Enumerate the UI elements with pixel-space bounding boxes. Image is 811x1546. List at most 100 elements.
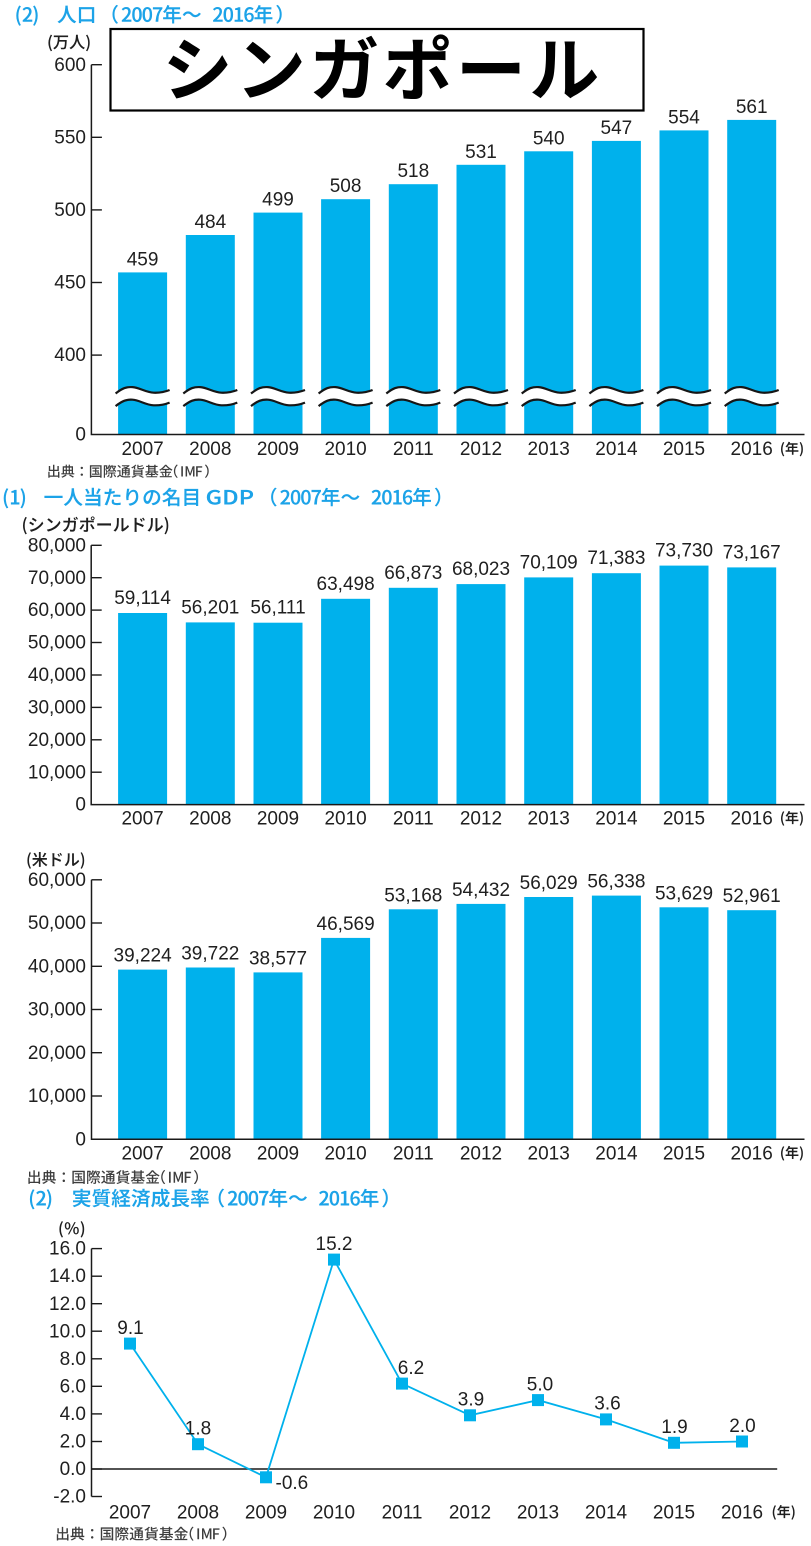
svg-text:73,730: 73,730 — [655, 541, 713, 562]
svg-text:1.9: 1.9 — [661, 1417, 687, 1438]
svg-text:10,000: 10,000 — [28, 1086, 86, 1107]
svg-text:12.0: 12.0 — [49, 1294, 86, 1315]
svg-text:15.2: 15.2 — [316, 1234, 353, 1255]
svg-text:2010: 2010 — [324, 439, 366, 460]
svg-text:540: 540 — [533, 128, 565, 149]
svg-text:2015: 2015 — [663, 809, 705, 830]
svg-text:4.0: 4.0 — [60, 1404, 86, 1425]
svg-text:2011: 2011 — [393, 1143, 434, 1164]
svg-text:60,000: 60,000 — [28, 870, 86, 891]
svg-text:66,873: 66,873 — [384, 563, 442, 584]
svg-text:70,109: 70,109 — [520, 552, 578, 573]
svg-text:3.9: 3.9 — [458, 1390, 484, 1411]
svg-text:2008: 2008 — [177, 1503, 219, 1524]
svg-text:531: 531 — [465, 142, 497, 163]
svg-text:3.6: 3.6 — [594, 1394, 620, 1415]
svg-text:459: 459 — [127, 249, 159, 270]
svg-text:2015: 2015 — [653, 1503, 695, 1524]
svg-text:2012: 2012 — [449, 1503, 491, 1524]
svg-text:2012: 2012 — [460, 809, 502, 830]
svg-text:2010: 2010 — [313, 1503, 355, 1524]
svg-text:2009: 2009 — [257, 439, 299, 460]
svg-text:2011: 2011 — [382, 1503, 423, 1524]
svg-text:484: 484 — [194, 212, 226, 233]
svg-text:561: 561 — [736, 97, 768, 118]
svg-text:68,023: 68,023 — [452, 559, 510, 580]
svg-text:2015: 2015 — [663, 439, 705, 460]
svg-text:60,000: 60,000 — [28, 600, 86, 621]
svg-text:2007: 2007 — [121, 439, 163, 460]
svg-text:2014: 2014 — [585, 1503, 628, 1524]
svg-text:63,498: 63,498 — [317, 574, 375, 595]
svg-text:2014: 2014 — [595, 439, 638, 460]
svg-text:0: 0 — [75, 425, 86, 446]
svg-text:0: 0 — [75, 1129, 86, 1150]
svg-text:53,629: 53,629 — [655, 883, 713, 904]
svg-text:2012: 2012 — [460, 1143, 502, 1164]
svg-text:400: 400 — [54, 345, 86, 366]
svg-text:9.1: 9.1 — [117, 1318, 143, 1339]
svg-text:2008: 2008 — [189, 809, 231, 830]
svg-text:2009: 2009 — [245, 1503, 287, 1524]
svg-text:499: 499 — [262, 190, 294, 211]
svg-text:2014: 2014 — [595, 809, 638, 830]
svg-text:2016: 2016 — [731, 1143, 773, 1164]
svg-text:14.0: 14.0 — [49, 1266, 86, 1287]
svg-text:59,114: 59,114 — [114, 588, 171, 609]
svg-text:0: 0 — [75, 795, 86, 816]
svg-text:450: 450 — [54, 273, 86, 294]
svg-text:2011: 2011 — [393, 439, 434, 460]
svg-text:20,000: 20,000 — [28, 1043, 86, 1064]
svg-text:39,224: 39,224 — [114, 946, 173, 967]
svg-text:2014: 2014 — [595, 1143, 638, 1164]
svg-text:16.0: 16.0 — [49, 1239, 86, 1260]
svg-text:2007: 2007 — [121, 1143, 163, 1164]
svg-text:53,168: 53,168 — [384, 885, 442, 906]
svg-text:10,000: 10,000 — [28, 762, 86, 783]
svg-text:2015: 2015 — [663, 1143, 705, 1164]
svg-text:2009: 2009 — [257, 1143, 299, 1164]
svg-text:70,000: 70,000 — [28, 568, 86, 589]
svg-text:80,000: 80,000 — [28, 535, 86, 556]
svg-text:2013: 2013 — [528, 1143, 570, 1164]
svg-text:30,000: 30,000 — [28, 698, 86, 719]
svg-text:2008: 2008 — [189, 439, 231, 460]
svg-text:2007: 2007 — [109, 1503, 151, 1524]
svg-text:2016: 2016 — [731, 809, 773, 830]
svg-text:52,961: 52,961 — [723, 886, 781, 907]
svg-text:500: 500 — [54, 200, 86, 221]
svg-text:54,432: 54,432 — [452, 880, 510, 901]
svg-text:2011: 2011 — [393, 809, 434, 830]
svg-text:600: 600 — [54, 55, 86, 76]
svg-text:10.0: 10.0 — [49, 1321, 86, 1342]
svg-text:56,201: 56,201 — [181, 597, 239, 618]
svg-text:40,000: 40,000 — [28, 665, 86, 686]
svg-text:50,000: 50,000 — [28, 913, 86, 934]
svg-text:39,722: 39,722 — [181, 944, 239, 965]
svg-text:2.0: 2.0 — [729, 1416, 755, 1437]
svg-text:56,029: 56,029 — [520, 873, 578, 894]
svg-text:8.0: 8.0 — [60, 1349, 86, 1370]
svg-text:2013: 2013 — [528, 439, 570, 460]
svg-text:73,167: 73,167 — [723, 542, 781, 563]
svg-text:2010: 2010 — [324, 1143, 366, 1164]
svg-text:2016: 2016 — [731, 439, 773, 460]
svg-text:2009: 2009 — [257, 809, 299, 830]
svg-text:2013: 2013 — [528, 809, 570, 830]
svg-text:-0.6: -0.6 — [276, 1473, 309, 1494]
svg-text:2016: 2016 — [721, 1503, 763, 1524]
svg-text:5.0: 5.0 — [527, 1374, 553, 1395]
svg-text:46,569: 46,569 — [317, 914, 375, 935]
svg-text:2012: 2012 — [460, 439, 502, 460]
svg-text:56,111: 56,111 — [250, 598, 305, 619]
svg-text:1.8: 1.8 — [185, 1419, 211, 1440]
svg-text:2013: 2013 — [517, 1503, 559, 1524]
svg-text:508: 508 — [330, 176, 362, 197]
svg-text:38,577: 38,577 — [249, 948, 307, 969]
svg-text:6.0: 6.0 — [60, 1376, 86, 1397]
svg-text:-2.0: -2.0 — [53, 1487, 86, 1508]
svg-text:30,000: 30,000 — [28, 1000, 86, 1021]
svg-text:56,338: 56,338 — [587, 872, 645, 893]
svg-text:50,000: 50,000 — [28, 633, 86, 654]
svg-text:2.0: 2.0 — [60, 1432, 86, 1453]
